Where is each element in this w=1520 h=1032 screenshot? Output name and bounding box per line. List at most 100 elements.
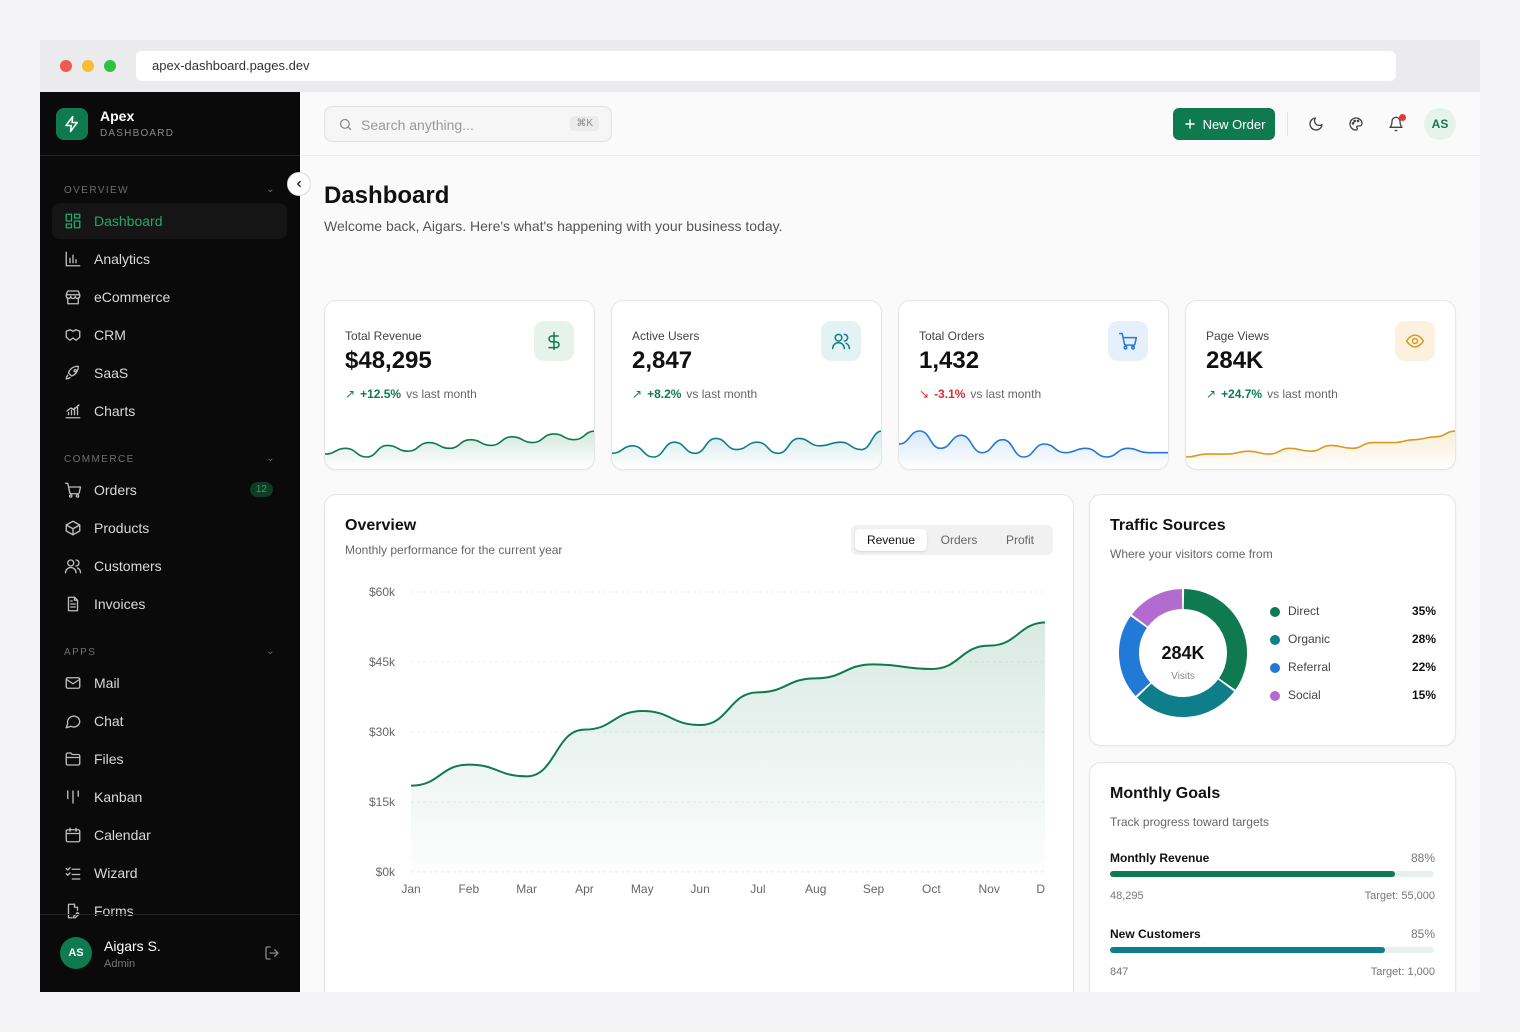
data-point-apr[interactable]: [581, 727, 587, 733]
stat-change-value: -3.1%: [934, 387, 966, 401]
x-tick-label: Jan: [401, 882, 420, 896]
sidebar-item-orders[interactable]: Orders 12: [52, 472, 287, 508]
sidebar-item-mail[interactable]: Mail: [52, 665, 287, 701]
legend-item-referral[interactable]: Referral 22%: [1270, 660, 1436, 676]
sidebar-item-label: Invoices: [94, 596, 146, 612]
progress-bar: [1110, 871, 1434, 877]
data-point-jun[interactable]: [697, 722, 703, 728]
sidebar-item-label: Chat: [94, 713, 124, 729]
goals-card: Monthly Goals Track progress toward targ…: [1089, 762, 1456, 992]
sidebar-item-products[interactable]: Products: [52, 510, 287, 546]
divider: [40, 155, 300, 156]
minimize-window-button[interactable]: [82, 60, 94, 72]
sidebar-item-crm[interactable]: CRM: [52, 317, 287, 353]
chevron-down-icon: ⌄: [266, 184, 276, 195]
data-point-jul[interactable]: [755, 689, 761, 695]
data-point-sep[interactable]: [871, 661, 877, 667]
sidebar: Apex DASHBOARD OVERVIEW ⌄ Dashboard Analyti…: [40, 92, 300, 992]
box-icon: [65, 520, 81, 536]
orders-count-badge: 12: [249, 482, 273, 497]
donut-slice-referral[interactable]: [1119, 616, 1151, 696]
moon-icon[interactable]: [1304, 112, 1328, 136]
sidebar-item-label: CRM: [94, 327, 126, 343]
sidebar-item-saas[interactable]: SaaS: [52, 355, 287, 391]
divider: [1287, 112, 1288, 136]
users-icon: [64, 559, 82, 574]
legend-item-direct[interactable]: Direct 35%: [1270, 604, 1436, 620]
sidebar-item-kanban[interactable]: Kanban: [52, 779, 287, 815]
goal-target: Target: 55,000: [1364, 890, 1435, 902]
data-point-oct[interactable]: [928, 666, 934, 672]
data-point-feb[interactable]: [466, 762, 472, 768]
sidebar-item-forms[interactable]: Forms: [52, 893, 287, 929]
brand[interactable]: Apex DASHBOARD: [56, 108, 296, 140]
bell-icon[interactable]: [1384, 112, 1408, 136]
stat-label: Total Orders: [919, 329, 985, 343]
search-input[interactable]: Search anything... ⌘K: [324, 106, 612, 142]
cart-icon: [64, 482, 82, 498]
x-tick-label: Feb: [458, 882, 479, 896]
legend-dot: [1270, 663, 1280, 673]
data-point-mar[interactable]: [524, 773, 530, 779]
legend-label: Referral: [1288, 660, 1331, 674]
search-icon: [339, 118, 352, 131]
tab-orders[interactable]: Orders: [940, 533, 978, 547]
x-tick-label: Oct: [922, 882, 941, 896]
tab-profit[interactable]: Profit: [1005, 533, 1034, 547]
data-point-nov[interactable]: [986, 643, 992, 649]
donut-slice-social[interactable]: [1131, 589, 1183, 627]
new-order-button[interactable]: New Order: [1173, 108, 1275, 140]
sidebar-section-overview[interactable]: OVERVIEW ⌄: [64, 184, 276, 196]
cart-icon: [1118, 332, 1138, 350]
progress-bar: [1110, 947, 1434, 953]
sidebar-item-chat[interactable]: Chat: [52, 703, 287, 739]
sidebar-item-label: Mail: [94, 675, 120, 691]
avatar[interactable]: AS: [60, 937, 92, 969]
donut-slice-direct[interactable]: [1183, 589, 1247, 690]
x-tick-label: Dec: [1036, 882, 1045, 896]
data-point-jan[interactable]: [408, 783, 414, 789]
users-icon: [831, 333, 851, 350]
data-point-aug[interactable]: [813, 675, 819, 681]
sidebar-item-calendar[interactable]: Calendar: [52, 817, 287, 853]
sparkline-line: [1186, 430, 1455, 458]
stat-icon-badge: [1395, 321, 1435, 361]
data-point-may[interactable]: [639, 708, 645, 714]
sidebar-item-invoices[interactable]: Invoices: [52, 586, 287, 622]
address-bar[interactable]: apex-dashboard.pages.dev: [136, 51, 1396, 81]
sidebar-item-dashboard[interactable]: Dashboard: [52, 203, 287, 239]
sidebar-section-commerce[interactable]: COMMERCE ⌄: [64, 453, 276, 465]
stat-change: ↗ +24.7% vs last month: [1206, 387, 1338, 401]
legend-percent: 28%: [1411, 632, 1436, 646]
sidebar-item-files[interactable]: Files: [52, 741, 287, 777]
legend-dot: [1270, 691, 1280, 701]
collapse-sidebar-button[interactable]: [287, 172, 311, 196]
tab-revenue[interactable]: Revenue: [855, 529, 927, 551]
traffic-donut-chart: 284K Visits: [1119, 589, 1247, 717]
sidebar-item-analytics[interactable]: Analytics: [52, 241, 287, 277]
legend-item-social[interactable]: Social 15%: [1270, 688, 1436, 704]
close-window-button[interactable]: [60, 60, 72, 72]
metric-tabs: Revenue Orders Profit: [851, 525, 1053, 555]
sidebar-item-wizard[interactable]: Wizard: [52, 855, 287, 891]
palette-icon[interactable]: [1344, 112, 1368, 136]
legend-label: Social: [1288, 688, 1321, 702]
legend-item-organic[interactable]: Organic 28%: [1270, 632, 1436, 648]
traffic-card: Traffic Sources Where your visitors come…: [1089, 494, 1456, 746]
goal-target: Target: 1,000: [1370, 966, 1435, 978]
logout-icon[interactable]: [264, 945, 280, 966]
avatar[interactable]: AS: [1424, 108, 1456, 140]
maximize-window-button[interactable]: [104, 60, 116, 72]
sidebar-item-customers[interactable]: Customers: [52, 548, 287, 584]
trend-down-icon: ↘: [919, 387, 930, 401]
traffic-title: Traffic Sources: [1110, 517, 1226, 534]
revenue-line: [410, 621, 1045, 787]
stat-label: Total Revenue: [345, 329, 422, 343]
chevron-left-icon: [296, 180, 301, 188]
legend-dot: [1270, 635, 1280, 645]
donut-slice-organic[interactable]: [1137, 679, 1235, 717]
sidebar-section-apps[interactable]: APPS ⌄: [64, 646, 276, 658]
search-placeholder: Search anything...: [361, 117, 474, 133]
sidebar-item-charts[interactable]: Charts: [52, 393, 287, 429]
sidebar-item-ecommerce[interactable]: eCommerce: [52, 279, 287, 315]
